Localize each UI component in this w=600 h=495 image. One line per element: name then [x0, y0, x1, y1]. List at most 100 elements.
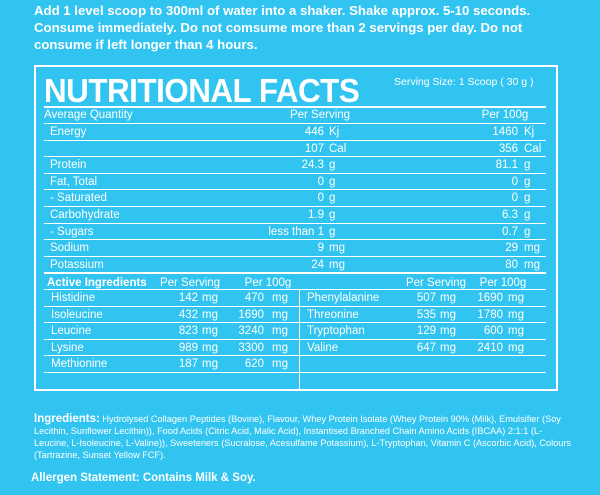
header-active-per-serving: Per Serving [159, 277, 221, 289]
per-serving-value: 107 [304, 142, 324, 155]
divider [44, 289, 546, 290]
nutrient-name: Potassium [50, 258, 104, 271]
amino-unit: mg [440, 308, 456, 321]
per-serving-unit: g [329, 159, 336, 172]
amino-per-serving: 142 [178, 292, 198, 304]
divider [44, 355, 546, 356]
amino-unit: mg [508, 292, 524, 304]
divider [44, 123, 546, 124]
divider [44, 239, 546, 240]
per-serving-value: 446 [304, 126, 324, 138]
amino-acid-name: Isoleucine [51, 308, 103, 321]
divider [44, 140, 546, 141]
amino-per-100g: 470 [244, 292, 264, 304]
amino-unit: mg [202, 308, 218, 321]
per-serving-value: 1.9 [308, 209, 324, 221]
amino-per-100g: 3240 [238, 325, 264, 338]
header-per-100g: Per 100g [481, 109, 529, 121]
amino-acid-name: Lysine [51, 341, 84, 354]
per-100g-value: 80 [505, 258, 518, 271]
amino-acid-name: Phenylalanine [307, 292, 380, 304]
nutrition-panel [34, 65, 558, 391]
divider [44, 173, 546, 174]
amino-per-100g: 620 [244, 358, 264, 371]
divider [44, 223, 546, 224]
amino-unit: mg [508, 325, 524, 338]
amino-unit: mg [440, 325, 456, 338]
per-100g-value: 356 [498, 142, 518, 155]
per-serving-value: less than 1 [268, 225, 324, 238]
per-serving-value: 24 [311, 258, 324, 271]
amino-unit: mg [272, 292, 288, 304]
amino-per-serving: 129 [416, 325, 436, 338]
panel-title: NUTRITIONAL FACTS [44, 72, 360, 109]
amino-unit: mg [272, 341, 288, 354]
amino-acid-name: Tryptophan [307, 325, 365, 338]
header-active-per-100g-right: Per 100g [479, 277, 527, 289]
nutrient-name: Sodium [50, 242, 89, 255]
per-serving-unit: g [329, 175, 336, 188]
per-100g-unit: g [524, 209, 531, 221]
per-serving-value: 0 [317, 192, 324, 205]
divider [44, 156, 546, 157]
amino-per-serving: 989 [178, 341, 198, 354]
amino-unit: mg [202, 358, 218, 371]
amino-per-serving: 535 [416, 308, 436, 321]
per-serving-unit: g [329, 209, 336, 221]
amino-per-100g: 1780 [477, 308, 503, 321]
per-100g-unit: g [524, 225, 531, 238]
amino-acid-name: Histidine [51, 292, 96, 304]
per-serving-unit: mg [329, 258, 345, 271]
ingredients-text: Hydrolysed Collagen Peptides (Bovine), F… [34, 414, 572, 460]
ingredients: Ingredients: Hydrolysed Collagen Peptide… [34, 413, 574, 461]
amino-per-100g: 3300 [238, 341, 264, 354]
per-100g-value: 29 [505, 242, 518, 255]
amino-unit: mg [202, 292, 218, 304]
per-100g-unit: g [524, 192, 531, 205]
amino-unit: mg [508, 341, 524, 354]
per-serving-unit: g [329, 192, 336, 205]
per-serving-unit: Kj [329, 126, 340, 138]
amino-unit: mg [272, 325, 288, 338]
nutrient-name: - Sugars [50, 225, 94, 238]
amino-unit: mg [440, 341, 456, 354]
per-100g-value: 0.7 [502, 225, 518, 238]
header-average-quantity: Average Quantity [44, 109, 133, 121]
amino-per-100g: 2410 [477, 341, 503, 354]
divider [44, 339, 546, 340]
amino-per-100g: 600 [483, 325, 503, 338]
divider [44, 272, 546, 274]
amino-unit: mg [440, 292, 456, 304]
amino-per-100g: 1690 [477, 292, 503, 304]
nutrient-name: Fat, Total [50, 175, 98, 188]
divider [44, 372, 546, 373]
divider [44, 189, 546, 190]
amino-acid-name: Threonine [307, 308, 359, 321]
amino-unit: mg [202, 341, 218, 354]
amino-per-serving: 647 [416, 341, 436, 354]
amino-per-serving: 507 [416, 292, 436, 304]
per-100g-value: 1460 [492, 126, 518, 138]
nutrient-name: - Saturated [50, 192, 107, 205]
amino-unit: mg [202, 325, 218, 338]
per-serving-value: 0 [317, 175, 324, 188]
per-serving-unit: mg [329, 242, 345, 255]
per-100g-unit: g [524, 159, 531, 172]
per-serving-unit: g [329, 225, 336, 238]
per-100g-value: 0 [511, 192, 518, 205]
serving-size: Serving Size: 1 Scoop ( 30 g ) [394, 76, 534, 88]
amino-acid-name: Leucine [51, 325, 92, 338]
header-active-ingredients: Active Ingredients [47, 277, 147, 289]
ingredients-label: Ingredients: [34, 413, 100, 425]
divider [44, 106, 546, 108]
amino-acid-name: Valine [307, 341, 339, 354]
per-100g-value: 0 [511, 175, 518, 188]
header-active-per-serving-right: Per Serving [405, 277, 467, 289]
header-active-per-100g: Per 100g [244, 277, 292, 289]
per-100g-value: 6.3 [502, 209, 518, 221]
per-serving-unit: Cal [329, 142, 347, 155]
amino-per-100g: 1690 [238, 308, 264, 321]
per-100g-unit: Kj [524, 126, 535, 138]
amino-unit: mg [508, 308, 524, 321]
per-100g-unit: g [524, 175, 531, 188]
